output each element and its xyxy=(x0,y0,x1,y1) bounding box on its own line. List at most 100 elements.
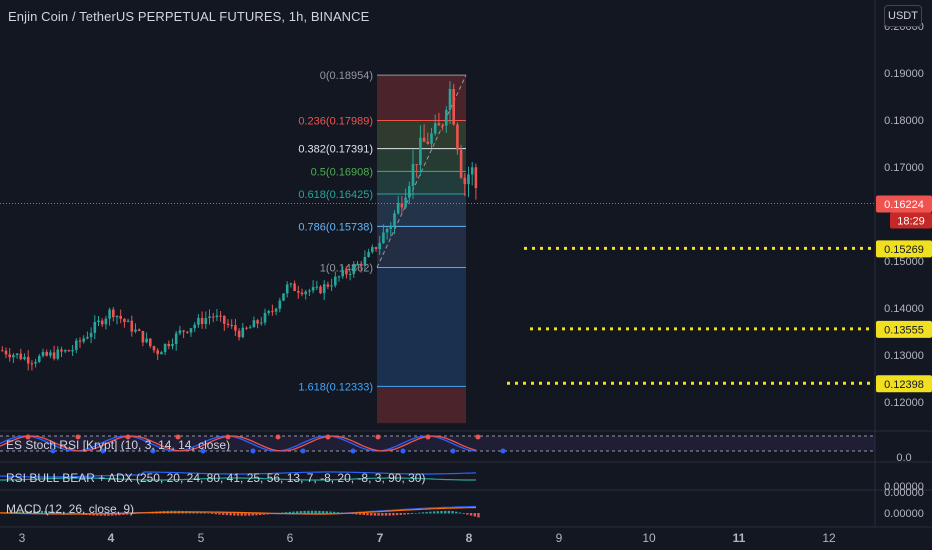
macd-histogram-bar xyxy=(381,513,384,516)
macd-histogram-bar xyxy=(203,512,206,514)
stoch-signal-dot xyxy=(475,434,481,440)
macd-histogram-bar xyxy=(259,513,262,516)
candle-body xyxy=(285,284,289,294)
time-axis-label: 6 xyxy=(287,531,294,545)
stoch-rsi-label[interactable]: ES Stoch RSI [Krypt] (10, 3, 14, 14, clo… xyxy=(6,438,231,452)
candle-body xyxy=(334,276,337,286)
candle-body xyxy=(256,320,259,324)
candle-body xyxy=(422,137,426,142)
candle-body xyxy=(141,330,145,343)
candle-body xyxy=(219,315,222,317)
candle-body xyxy=(163,343,167,353)
macd-histogram-bar xyxy=(444,510,447,514)
fib-level-label: 0.5(0.16908) xyxy=(311,166,373,178)
candle-body xyxy=(248,327,252,329)
macd-histogram-bar xyxy=(414,513,417,514)
stoch-signal-dot xyxy=(350,448,356,454)
macd-histogram-bar xyxy=(29,510,32,514)
stoch-signal-dot xyxy=(25,434,31,440)
candle-body xyxy=(226,323,230,325)
candle-body xyxy=(470,167,474,175)
candle-body xyxy=(348,273,352,275)
candle-body xyxy=(97,320,100,322)
candle-body xyxy=(308,290,311,292)
candle-body xyxy=(215,315,219,318)
macd-histogram-bar xyxy=(325,511,328,514)
candle-body xyxy=(230,324,233,326)
macd-histogram-bar xyxy=(222,513,225,515)
stoch-axis-label: 0.0 xyxy=(896,452,911,464)
time-axis-label: 12 xyxy=(822,531,836,545)
candle-body xyxy=(193,324,196,329)
fib-zone xyxy=(377,386,466,424)
fib-level-label: 1.618(0.12333) xyxy=(298,381,373,393)
macd-histogram-bar xyxy=(199,512,203,514)
candle-body xyxy=(300,292,304,295)
fib-zone xyxy=(377,267,466,387)
macd-histogram-bar xyxy=(33,510,36,514)
candle-body xyxy=(30,363,34,365)
candle-body xyxy=(408,186,411,198)
macd-histogram-bar xyxy=(377,513,380,516)
macd-histogram-bar xyxy=(225,513,229,516)
macd-histogram-bar xyxy=(336,512,340,514)
macd-histogram-bar xyxy=(410,513,414,514)
candle-body xyxy=(45,351,48,356)
macd-histogram-bar xyxy=(210,513,214,514)
candle-body xyxy=(374,247,378,250)
macd-histogram-bar xyxy=(122,513,125,515)
macd-histogram-bar xyxy=(48,511,51,514)
stoch-signal-dot xyxy=(125,434,131,440)
candle-body xyxy=(237,330,241,338)
candle-body xyxy=(411,164,415,187)
candle-body xyxy=(278,300,282,309)
candle-body xyxy=(304,291,307,295)
candle-body xyxy=(115,315,119,318)
macd-histogram-bar xyxy=(366,513,369,516)
macd-histogram-bar xyxy=(329,511,332,514)
candle-body xyxy=(474,167,478,189)
macd-signal-line xyxy=(0,506,477,515)
currency-button[interactable]: USDT xyxy=(884,5,922,27)
candle-body xyxy=(463,177,467,185)
macd-histogram-bar xyxy=(51,511,55,514)
candle-body xyxy=(149,338,152,347)
price-axis-label: 0.14000 xyxy=(884,303,924,315)
macd-histogram-bar xyxy=(321,511,325,514)
candle-body xyxy=(371,247,374,252)
countdown-tag xyxy=(890,212,932,229)
candle-body xyxy=(89,332,93,337)
candle-body xyxy=(452,88,455,125)
macd-histogram-bar xyxy=(255,513,258,516)
macd-histogram-bar xyxy=(111,513,114,516)
candle-body xyxy=(156,350,159,355)
support-level-tag xyxy=(876,320,932,338)
macd-label[interactable]: MACD (12, 26, close, 9) xyxy=(6,502,135,516)
macd-histogram-bar xyxy=(421,512,425,514)
candle-body xyxy=(322,284,326,294)
candle-body xyxy=(445,109,448,126)
candle-body xyxy=(433,123,437,134)
candle-body xyxy=(367,251,370,258)
macd-histogram-bar xyxy=(244,513,247,516)
macd-histogram-bar xyxy=(355,513,358,515)
candle-body xyxy=(67,350,71,352)
macd-histogram-bar xyxy=(218,513,221,515)
macd-histogram-bar xyxy=(44,511,47,514)
candle-body xyxy=(263,312,267,323)
candle-body xyxy=(289,283,293,285)
candle-body xyxy=(211,316,215,318)
candle-body xyxy=(385,228,389,233)
fib-zone xyxy=(377,171,466,195)
candle-body xyxy=(189,328,193,333)
macd-histogram-bar xyxy=(395,513,399,516)
rsi-bull-bear-label[interactable]: RSI BULL BEAR + ADX (250, 20, 24, 80, 41… xyxy=(6,471,426,485)
macd-histogram-bar xyxy=(440,510,443,514)
candle-body xyxy=(223,315,226,324)
macd-histogram-bar xyxy=(233,513,236,516)
stoch-signal-dot xyxy=(75,434,81,440)
candle-body xyxy=(126,320,130,322)
candle-body xyxy=(426,141,430,144)
macd-histogram-bar xyxy=(392,513,395,516)
